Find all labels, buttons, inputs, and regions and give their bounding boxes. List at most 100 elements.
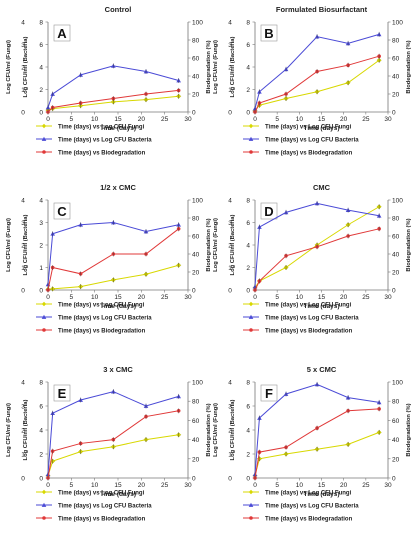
legend-label: Time (days) vs Log CFU Bacteria — [58, 137, 152, 143]
chart-title: Control — [105, 5, 132, 14]
y-mid-tick-label: 3 — [39, 220, 43, 227]
panel-letter-box — [260, 202, 278, 220]
legend-marker — [248, 123, 254, 129]
y-axis-left-label: Log CFU/ml (Fungi) — [213, 218, 219, 272]
y-mid-tick-label: 8 — [246, 20, 250, 27]
legend-marker — [248, 489, 254, 495]
y-right-tick-label: 60 — [192, 418, 200, 425]
series-line — [254, 228, 380, 291]
x-tick-label: 5 — [275, 294, 279, 301]
y-right-tick-label: 0 — [392, 110, 396, 117]
y-left-tick-label: 3 — [21, 220, 25, 227]
chart-title: 5 x CMC — [307, 365, 337, 374]
y-right-tick-label: 60 — [392, 234, 400, 241]
x-tick-label: 20 — [138, 116, 146, 123]
legend-marker — [41, 314, 47, 319]
y-axis-mid-label: Log CFU/ml (Bacteria) — [23, 214, 29, 275]
x-tick-label: 5 — [275, 482, 279, 489]
x-axis-label: Time (days) — [100, 491, 136, 498]
x-tick-label: 5 — [70, 482, 74, 489]
x-tick-label: 10 — [296, 294, 304, 301]
y-left-tick-label: 2 — [228, 428, 232, 435]
y-right-tick-label: 100 — [392, 380, 403, 387]
y-axis-left-label: Log CFU/ml (Fungi) — [6, 403, 12, 457]
y-mid-tick-label: 1 — [39, 265, 43, 272]
panel-letter: D — [264, 204, 273, 219]
series-line — [47, 228, 179, 291]
x-tick-label: 15 — [114, 482, 122, 489]
y-axis-right-label: Biodegradation (%) — [206, 40, 212, 93]
legend-label: Time (days) vs Log CFU Bacteria — [58, 503, 152, 509]
y-left-tick-label: 3 — [21, 404, 25, 411]
panel-letter: F — [265, 386, 273, 401]
legend-marker — [248, 502, 254, 507]
y-mid-tick-label: 6 — [39, 42, 43, 49]
x-tick-label: 15 — [318, 116, 326, 123]
legend-marker — [42, 516, 46, 520]
y-axis-mid-label: Log CFU/ml (Bacteria) — [230, 214, 236, 275]
x-tick-label: 5 — [275, 116, 279, 123]
x-tick-label: 0 — [253, 482, 257, 489]
panel-letter: B — [264, 26, 273, 41]
y-right-tick-label: 40 — [392, 252, 400, 259]
panel-letter-box — [53, 24, 71, 42]
y-right-tick-label: 20 — [192, 456, 200, 463]
legend-label: Time (days) vs Log CFU Fungi — [265, 124, 352, 130]
series-line — [47, 264, 179, 290]
y-left-tick-label: 4 — [21, 20, 25, 27]
y-left-tick-label: 3 — [228, 42, 232, 49]
y-left-tick-label: 4 — [228, 198, 232, 205]
y-axis-left-label: Log CFU/ml (Fungi) — [6, 40, 12, 94]
y-axis-right-label: Biodegradation (%) — [406, 403, 412, 456]
x-tick-label: 0 — [253, 116, 257, 123]
y-left-tick-label: 1 — [228, 265, 232, 272]
y-right-tick-label: 40 — [192, 252, 200, 259]
y-mid-tick-label: 2 — [39, 452, 43, 459]
chart-title: 1/2 x CMC — [100, 183, 136, 192]
x-tick-label: 30 — [384, 116, 392, 123]
y-right-tick-label: 60 — [192, 234, 200, 241]
legend-marker — [248, 301, 254, 307]
x-tick-label: 20 — [138, 294, 146, 301]
x-tick-label: 25 — [362, 482, 370, 489]
legend-marker — [41, 123, 47, 129]
y-left-tick-label: 3 — [228, 404, 232, 411]
legend-label: Time (days) vs Biodegradation — [265, 150, 353, 156]
y-right-tick-label: 40 — [392, 74, 400, 81]
x-tick-label: 25 — [362, 294, 370, 301]
y-right-tick-label: 0 — [392, 288, 396, 295]
legend-label: Time (days) vs Log CFU Bacteria — [265, 137, 359, 143]
y-left-tick-label: 3 — [21, 42, 25, 49]
y-left-tick-label: 1 — [21, 452, 25, 459]
x-tick-label: 20 — [340, 482, 348, 489]
x-tick-label: 5 — [70, 116, 74, 123]
x-tick-label: 10 — [91, 294, 99, 301]
series-line — [47, 391, 179, 475]
series-line — [254, 202, 380, 287]
x-tick-label: 30 — [184, 294, 192, 301]
y-mid-tick-label: 2 — [246, 265, 250, 272]
x-tick-label: 20 — [340, 116, 348, 123]
y-mid-tick-label: 0 — [39, 110, 43, 117]
x-tick-label: 10 — [296, 116, 304, 123]
legend-marker — [42, 150, 46, 154]
y-mid-tick-label: 4 — [246, 428, 250, 435]
x-tick-label: 30 — [184, 116, 192, 123]
y-axis-left-label: Log CFU/ml (Fungi) — [213, 40, 219, 94]
y-right-tick-label: 100 — [192, 198, 203, 205]
legend-label: Time (days) vs Log CFU Fungi — [265, 490, 352, 496]
x-tick-label: 20 — [340, 294, 348, 301]
x-tick-label: 25 — [161, 294, 169, 301]
y-left-tick-label: 1 — [228, 452, 232, 459]
series-line — [254, 431, 380, 476]
legend-marker — [41, 301, 47, 307]
y-mid-tick-label: 4 — [39, 428, 43, 435]
y-left-tick-label: 4 — [21, 198, 25, 205]
y-mid-tick-label: 0 — [39, 288, 43, 295]
y-mid-tick-label: 4 — [39, 198, 43, 205]
legend-marker — [41, 489, 47, 495]
y-right-tick-label: 20 — [192, 270, 200, 277]
series-line — [47, 221, 179, 285]
